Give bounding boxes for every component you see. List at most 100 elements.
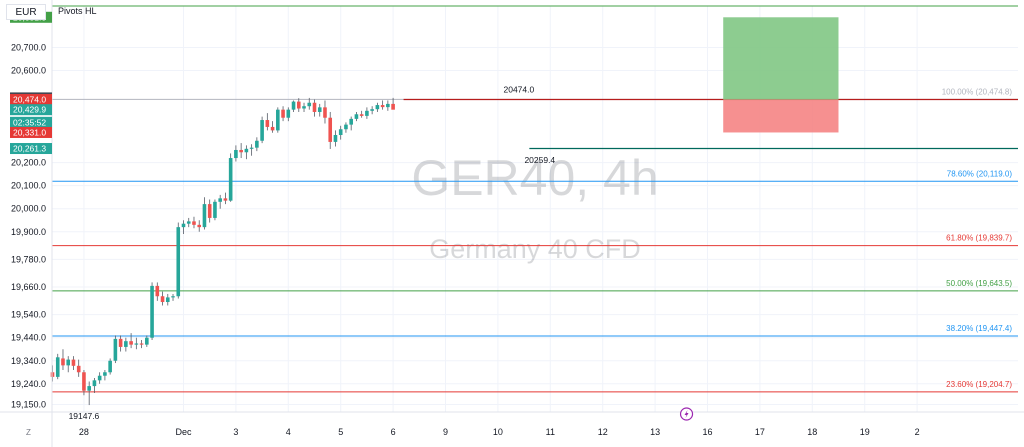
y-tick-label: 20,000.0 bbox=[11, 204, 46, 214]
candle-body bbox=[391, 103, 395, 110]
price-tag-label: 20,474.0 bbox=[13, 95, 46, 105]
candle-body bbox=[323, 107, 327, 118]
x-tick-label: Dec bbox=[175, 427, 192, 437]
fib-level-label: 50.00% (19,643.5) bbox=[946, 279, 1012, 288]
candle-body bbox=[239, 149, 243, 153]
x-tick-label: 9 bbox=[443, 427, 448, 437]
y-tick-label: 19,340.0 bbox=[11, 356, 46, 366]
candle-body bbox=[270, 126, 275, 131]
x-tick-label: 12 bbox=[598, 427, 608, 437]
watermark-subtitle: Germany 40 CFD bbox=[429, 234, 641, 264]
y-tick-label: 19,780.0 bbox=[11, 254, 46, 264]
levels-layer: 100.00% (20,474.8) 78.60% (20,119.0) 61.80… bbox=[52, 5, 1018, 393]
indicator-label[interactable]: Pivots HL bbox=[58, 6, 97, 16]
candle-body bbox=[181, 223, 186, 228]
pivot-label: 19147.6 bbox=[69, 411, 100, 421]
candle-body bbox=[291, 101, 296, 110]
candle-body bbox=[249, 147, 254, 149]
candle-body bbox=[255, 140, 259, 148]
candle-body bbox=[160, 296, 165, 303]
pivot-label: 20474.0 bbox=[503, 85, 534, 95]
candle-body bbox=[370, 109, 374, 111]
candle-body bbox=[349, 118, 353, 125]
price-tag-bg bbox=[10, 126, 52, 138]
candle-body bbox=[92, 380, 97, 387]
candle-body bbox=[118, 338, 123, 347]
x-tick-label: 19 bbox=[860, 427, 870, 437]
x-tick-label: 13 bbox=[650, 427, 660, 437]
candle-body bbox=[218, 198, 222, 202]
timezone-label[interactable]: Z bbox=[26, 428, 31, 437]
candles-layer bbox=[50, 97, 395, 406]
fib-level-label: 78.60% (20,119.0) bbox=[947, 169, 1013, 178]
candle-body bbox=[365, 110, 369, 116]
fib-level-label: 100.00% (20,474.8) bbox=[942, 87, 1013, 96]
price-tag-bg bbox=[10, 116, 52, 128]
y-tick-label: 19,440.0 bbox=[11, 333, 46, 343]
candle-body bbox=[276, 109, 280, 131]
candle-body bbox=[134, 343, 139, 345]
price-tag-label: 20,429.9 bbox=[13, 105, 46, 115]
candle-body bbox=[202, 204, 207, 228]
y-tick-label: 19,660.0 bbox=[11, 282, 46, 292]
candle-body bbox=[338, 129, 343, 135]
candle-body bbox=[296, 101, 301, 109]
tags-layer: 20,831.020,481.020,474.020,429.902:35:52… bbox=[10, 11, 52, 155]
x-tick-label: 5 bbox=[338, 427, 343, 437]
y-tick-label: 19,900.0 bbox=[11, 227, 46, 237]
price-tag-bg bbox=[10, 94, 52, 106]
x-tick-label: 2 bbox=[915, 427, 920, 437]
y-tick-label: 19,240.0 bbox=[11, 379, 46, 389]
candle-body bbox=[76, 365, 81, 373]
x-tick-label: 11 bbox=[546, 427, 555, 437]
x-tick-label: 18 bbox=[807, 427, 817, 437]
price-tag-label: 02:35:52 bbox=[13, 117, 46, 127]
candle-body bbox=[386, 103, 390, 108]
y-tick-label: 20,200.0 bbox=[11, 158, 46, 168]
y-tick-label: 19,540.0 bbox=[11, 310, 46, 320]
position-target-zone bbox=[723, 17, 839, 100]
candle-body bbox=[82, 372, 86, 391]
price-tag-bg bbox=[10, 104, 52, 116]
candle-body bbox=[55, 357, 60, 377]
price-tag-label: 20,331.0 bbox=[13, 127, 46, 137]
candle-body bbox=[113, 338, 118, 361]
candle-body bbox=[165, 297, 170, 303]
candle-body bbox=[375, 105, 380, 110]
position-layer bbox=[723, 17, 839, 133]
candle-body bbox=[124, 341, 128, 347]
candle-body bbox=[317, 107, 322, 112]
candle-body bbox=[139, 343, 144, 345]
candle-body bbox=[328, 117, 333, 142]
candle-body bbox=[213, 201, 217, 218]
candle-body bbox=[265, 120, 270, 127]
candle-body bbox=[171, 296, 175, 298]
currency-label[interactable]: EUR bbox=[6, 4, 46, 20]
x-tick-label: 4 bbox=[286, 427, 291, 437]
fib-level-label: 61.80% (19,839.7) bbox=[946, 234, 1012, 243]
candle-body bbox=[192, 221, 196, 225]
candle-body bbox=[359, 114, 364, 116]
watermark-title: GER40, 4h bbox=[411, 150, 658, 206]
candle-body bbox=[344, 124, 348, 130]
candle-body bbox=[234, 149, 238, 159]
candle-body bbox=[155, 285, 160, 297]
candle-body bbox=[145, 337, 149, 345]
y-tick-label: 20,600.0 bbox=[11, 66, 46, 76]
x-tick-label: 17 bbox=[755, 427, 765, 437]
y-tick-label: 19,150.0 bbox=[11, 400, 46, 410]
candle-body bbox=[286, 109, 291, 118]
x-tick-label: 16 bbox=[702, 427, 712, 437]
candle-body bbox=[71, 359, 76, 366]
candle-body bbox=[228, 158, 233, 201]
candle-body bbox=[223, 198, 228, 201]
candle-body bbox=[333, 135, 338, 142]
position-stop-zone bbox=[723, 99, 839, 133]
fib-level-label: 38.20% (19,447.4) bbox=[946, 324, 1012, 333]
candle-body bbox=[129, 341, 133, 345]
candle-body bbox=[281, 109, 285, 118]
candle-body bbox=[312, 102, 317, 112]
